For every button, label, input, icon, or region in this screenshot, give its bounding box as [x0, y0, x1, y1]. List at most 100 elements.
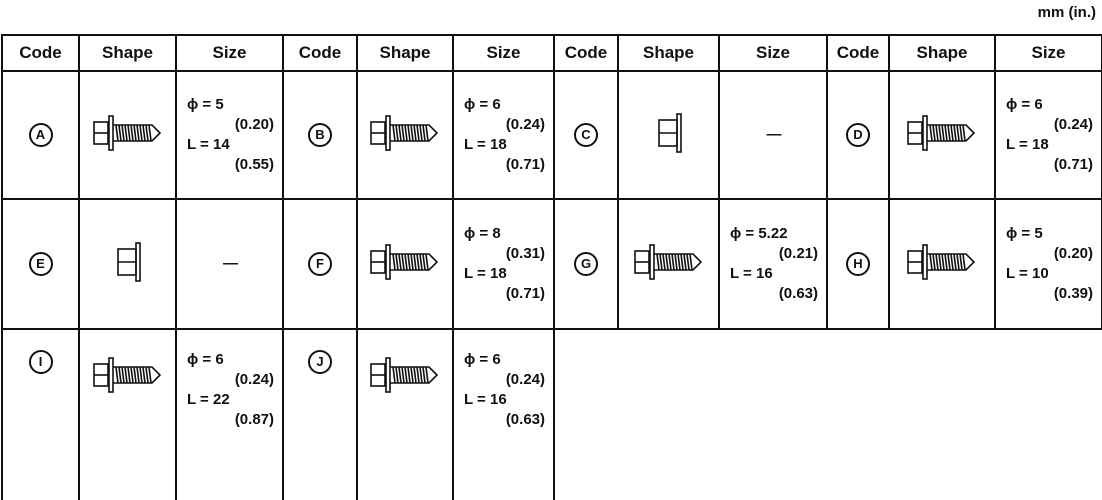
column-header: Code: [1, 34, 80, 72]
code-letter: D: [846, 123, 870, 147]
size-line: (0.63): [505, 411, 545, 428]
code-letter: A: [28, 123, 53, 147]
code-cell: F: [282, 198, 358, 330]
code-letter: F: [308, 252, 332, 276]
size-cell: ϕ = 6 (0.24) L = 18 (0.71): [994, 70, 1102, 200]
size-line: (0.71): [505, 156, 545, 173]
shape-cell: [356, 198, 454, 330]
header-row: Code Shape Size Code Shape Size Code Shape Size C…: [1, 34, 1102, 72]
size-line: L = 22: [187, 391, 230, 408]
size-cell: ϕ = 5 (0.20) L = 10 (0.39): [994, 198, 1102, 330]
fastener-drawing: [633, 243, 702, 280]
size-line: L = 18: [464, 265, 507, 282]
shape-cell: [78, 328, 177, 500]
size-line: ϕ = 6: [187, 351, 224, 368]
size-line: (0.71): [505, 285, 545, 302]
size-line: —: [223, 255, 238, 272]
shape-cell: [78, 198, 177, 330]
column-header: Code: [826, 34, 890, 72]
size-cell: —: [175, 198, 284, 330]
code-letter: B: [308, 123, 332, 147]
size-line: ϕ = 6: [1006, 96, 1043, 113]
code-letter: C: [574, 123, 598, 147]
shape-cell: [888, 198, 996, 330]
code-cell: E: [1, 198, 80, 330]
code-cell: C: [553, 70, 619, 200]
fastener-drawing: [657, 112, 682, 153]
size-cell: ϕ = 6 (0.24) L = 22 (0.87): [175, 328, 284, 500]
size-line: (0.21): [778, 245, 818, 262]
size-line: ϕ = 5: [187, 96, 224, 113]
size-line: L = 14: [187, 136, 230, 153]
size-line: (0.20): [1053, 245, 1093, 262]
code-cell: J: [282, 328, 358, 500]
page-body: mm (in.) Code Shape Size Code Shape Size Code S…: [1, 4, 1102, 500]
code-cell: I: [1, 328, 80, 500]
size-line: (0.24): [234, 371, 274, 388]
size-cell: ϕ = 5 (0.20) L = 14 (0.55): [175, 70, 284, 200]
size-cell: ϕ = 6 (0.24) L = 16 (0.63): [452, 328, 555, 500]
code-letter: J: [308, 350, 332, 374]
size-line: ϕ = 5: [1006, 225, 1043, 242]
code-cell: B: [282, 70, 358, 200]
empty-cell: [827, 329, 889, 500]
code-letter: H: [846, 252, 870, 276]
size-line: (0.24): [1053, 116, 1093, 133]
size-line: (0.39): [1053, 285, 1093, 302]
size-line: L = 10: [1006, 265, 1049, 282]
size-line: (0.87): [234, 411, 274, 428]
size-line: ϕ = 6: [464, 96, 501, 113]
size-line: ϕ = 5.22: [730, 225, 788, 242]
code-letter: G: [574, 252, 598, 276]
column-header: Size: [718, 34, 828, 72]
size-cell: —: [718, 70, 828, 200]
fastener-drawing: [92, 357, 161, 393]
size-line: (0.55): [234, 156, 274, 173]
size-line: (0.24): [505, 116, 545, 133]
column-header: Code: [282, 34, 358, 72]
fastener-drawing: [907, 114, 976, 151]
fastener-drawing: [370, 357, 439, 393]
code-cell: G: [553, 198, 619, 330]
shape-cell: [888, 70, 996, 200]
empty-cell: [618, 329, 719, 500]
size-line: ϕ = 8: [464, 225, 501, 242]
code-letter: I: [28, 350, 53, 374]
empty-cell: [995, 329, 1102, 500]
empty-cell: [554, 329, 618, 500]
size-line: L = 18: [464, 136, 507, 153]
column-header: Shape: [888, 34, 996, 72]
column-header: Size: [175, 34, 284, 72]
empty-cell: [719, 329, 827, 500]
size-line: (0.63): [778, 285, 818, 302]
code-cell: A: [1, 70, 80, 200]
fastener-drawing: [370, 114, 439, 151]
fastener-drawing: [907, 243, 976, 280]
fastener-drawing: [116, 241, 141, 282]
shape-cell: [617, 198, 720, 330]
size-line: L = 18: [1006, 136, 1049, 153]
size-line: (0.31): [505, 245, 545, 262]
column-header: Shape: [617, 34, 720, 72]
code-letter: E: [28, 252, 53, 276]
size-line: ϕ = 6: [464, 351, 501, 368]
size-line: (0.20): [234, 116, 274, 133]
fastener-drawing: [92, 114, 161, 151]
size-cell: ϕ = 8 (0.31) L = 18 (0.71): [452, 198, 555, 330]
fastener-drawing: [370, 243, 439, 280]
column-header: Size: [452, 34, 555, 72]
size-cell: ϕ = 5.22 (0.21) L = 16 (0.63): [718, 198, 828, 330]
column-header: Size: [994, 34, 1102, 72]
code-cell: H: [826, 198, 890, 330]
shape-cell: [356, 70, 454, 200]
code-cell: D: [826, 70, 890, 200]
page: {"unit": "mm (in.)", "table": { "header"…: [1, 4, 1102, 500]
size-line: L = 16: [730, 265, 773, 282]
size-line: (0.24): [505, 371, 545, 388]
empty-cell: [889, 329, 995, 500]
shape-cell: [356, 328, 454, 500]
